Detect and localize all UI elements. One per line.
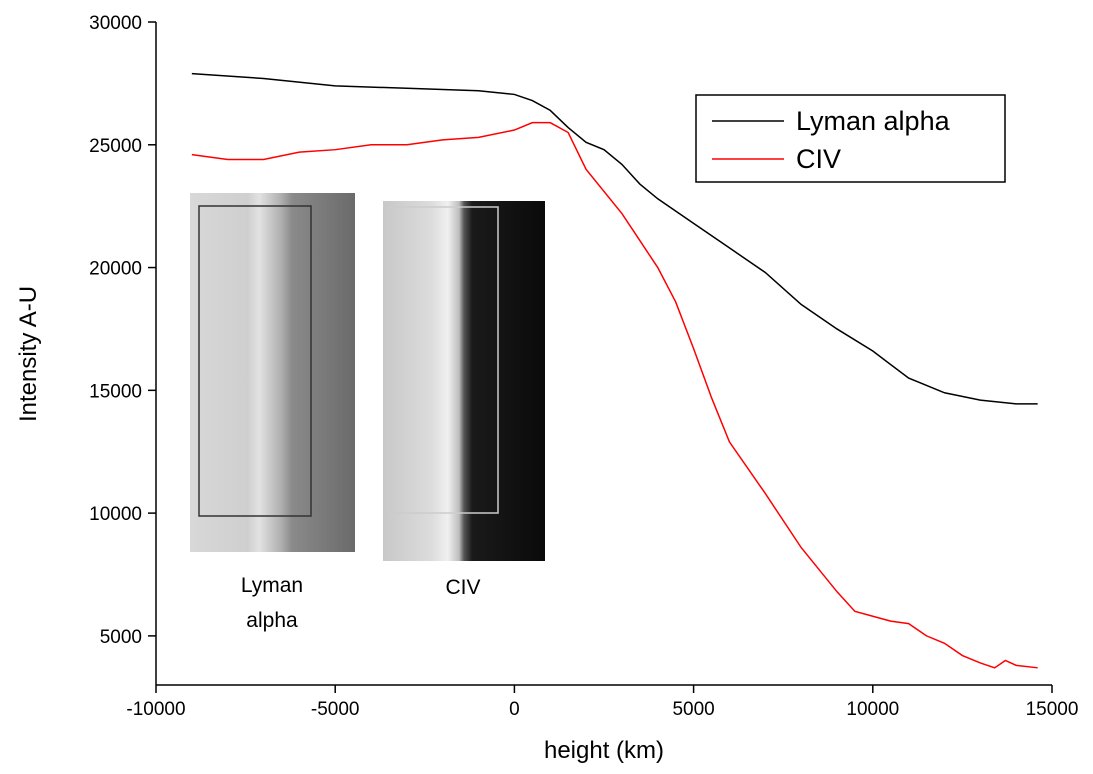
x-tick-label: 5000 [672, 699, 714, 720]
x-tick-label: -5000 [311, 699, 360, 720]
x-axis-label: height (km) [544, 737, 664, 764]
x-tick-label: 0 [509, 699, 520, 720]
y-axis-label: Intensity A-U [15, 286, 42, 422]
y-tick-label: 5000 [100, 627, 142, 648]
inset-caption: Lyman alpha [240, 574, 304, 632]
legend-label: CIV [796, 144, 841, 174]
legend [695, 94, 1006, 183]
x-tick-label: -10000 [126, 699, 185, 720]
legend-label: Lyman alpha [796, 106, 951, 136]
data-line [191, 121, 1038, 669]
y-tick-label: 25000 [89, 136, 142, 157]
inset-caption: CIV [445, 576, 481, 599]
inset-image [190, 193, 355, 552]
inset-frame [387, 206, 499, 514]
y-tick-label: 20000 [89, 259, 142, 280]
y-tick-label: 10000 [89, 504, 142, 525]
y-tick-label: 30000 [89, 13, 142, 34]
y-tick-label: 15000 [89, 381, 142, 402]
inset-image [383, 201, 545, 561]
x-tick-label: 10000 [846, 699, 899, 720]
inset-frame [198, 205, 312, 517]
data-line [191, 72, 1038, 405]
x-tick-label: 15000 [1026, 699, 1079, 720]
